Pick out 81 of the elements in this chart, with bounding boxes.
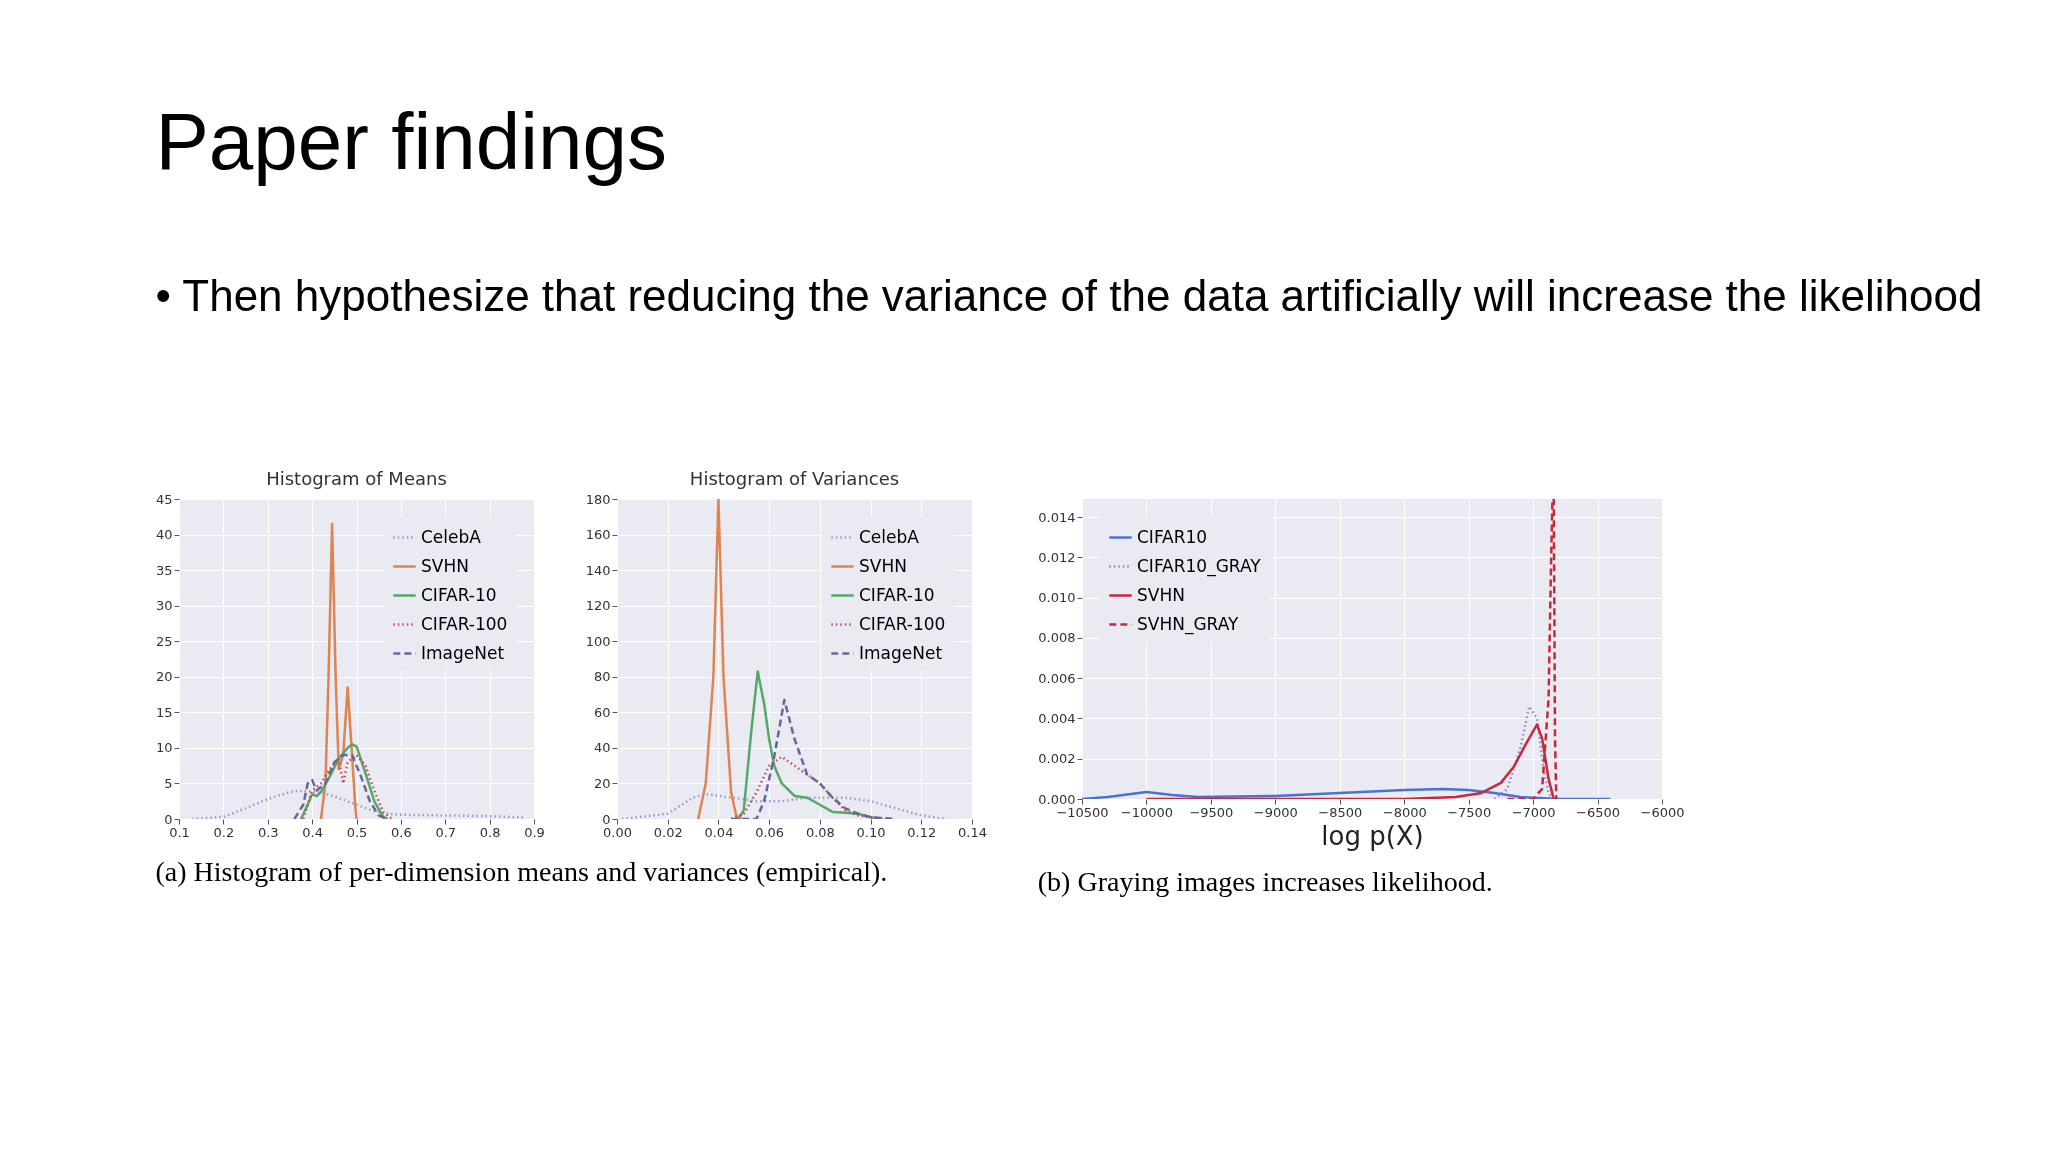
line-series (696, 499, 743, 819)
legend-label: CIFAR-10 (421, 584, 497, 605)
y-tick-label: 5 (164, 775, 173, 791)
x-tick-label: 0.1 (169, 824, 190, 840)
y-tick-label: 140 (585, 562, 611, 578)
legend-label: CelebA (859, 526, 920, 547)
y-tick-label: 0.010 (1038, 590, 1076, 606)
x-tick-label: 0.04 (704, 824, 734, 840)
y-tick-label: 0 (602, 811, 611, 827)
text: (b) Graying images increases likelihood. (1037, 866, 1493, 897)
y-tick-label: 0.008 (1038, 630, 1076, 646)
chart-title: Histogram of Variances (689, 468, 900, 489)
x-tick-label: 0.2 (213, 824, 235, 840)
line-series (737, 670, 885, 819)
legend-label: CelebA (421, 526, 482, 547)
y-tick-label: 0 (164, 811, 173, 827)
x-tick-label: −6000 (1640, 804, 1685, 820)
y-tick-label: 0.006 (1038, 670, 1076, 686)
x-tick-label: −6500 (1576, 804, 1621, 820)
y-tick-label: 0.002 (1038, 751, 1076, 767)
x-tick-label: 0.00 (603, 824, 632, 840)
x-tick-label: −7000 (1511, 804, 1556, 820)
y-tick-label: 25 (155, 633, 173, 649)
y-tick-label: 60 (593, 704, 611, 720)
x-tick-label: 0.06 (755, 824, 785, 840)
x-tick-label: 0.4 (302, 824, 323, 840)
text: Paper findings (155, 97, 667, 186)
y-tick-label: 100 (585, 633, 611, 649)
x-tick-label: 0.5 (346, 824, 368, 840)
legend-label: CIFAR-100 (859, 613, 946, 634)
y-tick-label: 20 (593, 775, 611, 791)
y-tick-label: 0.014 (1038, 509, 1076, 525)
legend-label: CIFAR-100 (421, 613, 508, 634)
x-tick-label: −7500 (1447, 804, 1492, 820)
x-axis-title: log p(X) (1321, 820, 1424, 851)
legend-label: CIFAR-10 (859, 584, 935, 605)
x-tick-label: −8500 (1318, 804, 1363, 820)
y-tick-label: 180 (585, 491, 611, 507)
x-tick-label: −9500 (1189, 804, 1234, 820)
y-tick-label: 120 (585, 598, 611, 614)
x-tick-label: −9000 (1253, 804, 1298, 820)
legend-label: SVHN_GRAY (1137, 613, 1240, 635)
x-tick-label: 0.08 (805, 824, 835, 840)
x-tick-label: 0.3 (257, 824, 279, 840)
x-tick-label: 0.10 (856, 824, 886, 840)
legend-label: SVHN (859, 555, 907, 576)
x-tick-label: −10500 (1056, 804, 1109, 820)
x-tick-label: 0.6 (391, 824, 412, 840)
line-series (319, 522, 358, 819)
legend-label: ImageNet (421, 642, 505, 663)
y-tick-label: 40 (155, 527, 173, 543)
x-tick-label: 0.8 (479, 824, 501, 840)
y-tick-label: 20 (155, 669, 173, 685)
text: (a) Histogram of per-dimension means and variances (empirical). (155, 856, 888, 887)
x-tick-label: 0.02 (653, 824, 683, 840)
legend-label: SVHN (1137, 584, 1185, 605)
text: • Then hypothesize that reducing the variance of the data artificially will increase the likelihood (155, 271, 1983, 320)
x-tick-label: −8000 (1382, 804, 1427, 820)
x-tick-label: −10000 (1120, 804, 1174, 820)
line-series (1082, 787, 1612, 799)
y-tick-label: 15 (155, 704, 173, 720)
line-series (1493, 705, 1554, 799)
legend-label: CIFAR10_GRAY (1137, 555, 1262, 577)
y-tick-label: 160 (585, 527, 611, 543)
y-tick-label: 40 (593, 740, 611, 756)
y-tick-label: 0.000 (1038, 791, 1076, 807)
y-tick-label: 10 (155, 740, 173, 756)
legend-label: CIFAR10 (1137, 526, 1208, 547)
x-tick-label: 0.12 (907, 824, 937, 840)
y-tick-label: 80 (593, 669, 611, 685)
y-tick-label: 30 (155, 598, 173, 614)
x-tick-label: 0.9 (524, 824, 545, 840)
x-tick-label: 0.7 (435, 824, 457, 840)
y-tick-label: 0.012 (1038, 549, 1076, 565)
x-tick-label: 0.14 (958, 824, 987, 840)
y-tick-label: 45 (155, 491, 173, 507)
legend-label: ImageNet (859, 642, 943, 663)
y-tick-label: 35 (155, 562, 173, 578)
chart-title: Histogram of Means (266, 468, 447, 489)
y-tick-label: 0.004 (1038, 710, 1076, 726)
legend-label: SVHN (421, 555, 469, 576)
